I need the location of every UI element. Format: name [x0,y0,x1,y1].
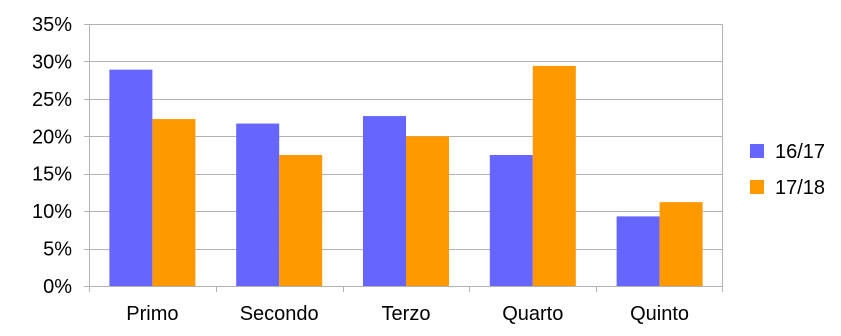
x-tick-label: Quarto [502,303,563,325]
y-tick-label: 15% [32,164,72,186]
bar-secondo-series-0 [236,123,280,286]
bar-quarto-series-1 [532,65,576,286]
bar-quinto-series-0 [616,216,660,286]
bar-secondo-series-1 [279,155,323,286]
bars [109,65,703,287]
y-tick-label: 5% [43,239,72,261]
x-tick-label: Primo [126,303,178,325]
bar-primo-series-1 [152,119,196,286]
bar-primo-series-0 [109,69,153,286]
x-tick-label: Terzo [382,303,431,325]
bar-terzo-series-1 [406,136,449,286]
axes [84,24,723,292]
bar-quinto-series-1 [659,202,703,286]
y-tick-label: 10% [32,201,72,223]
y-tick-label: 20% [32,126,72,148]
bar-terzo-series-0 [363,116,406,287]
y-tick-label: 30% [32,51,72,73]
y-tick-label: 25% [32,89,72,111]
x-tick-label: Quinto [630,303,689,325]
legend-label: 17/18 [775,177,825,199]
legend-label: 16/17 [775,141,825,163]
legend: 16/17 17/18 [750,141,825,199]
legend-swatch [750,180,764,194]
y-tick-label: 0% [43,276,72,298]
x-axis-tick-labels: Primo Secondo Terzo Quarto Quinto [126,303,689,325]
x-tick-label: Secondo [240,303,319,325]
y-tick-label: 35% [32,14,72,36]
bar-quarto-series-0 [489,155,533,286]
legend-swatch [750,144,764,158]
y-axis-tick-labels: 0% 5% 10% 15% 20% 25% 30% 35% [32,14,72,298]
